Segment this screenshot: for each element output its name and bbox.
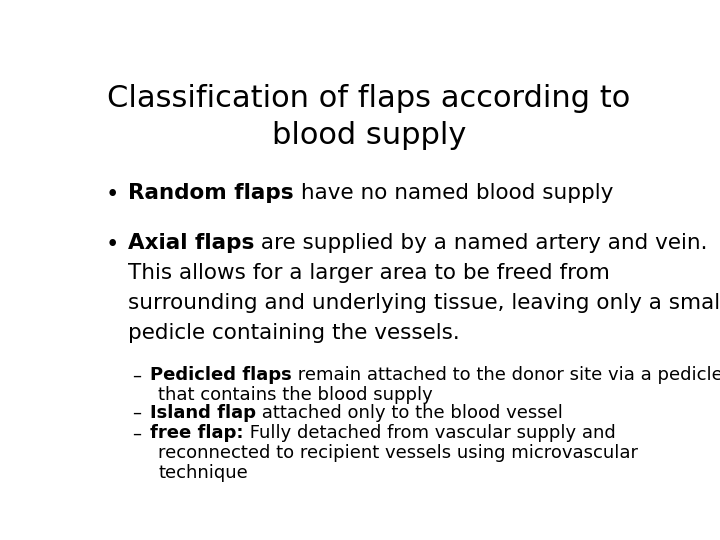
Text: Pedicled flaps: Pedicled flaps bbox=[150, 366, 292, 384]
Text: have no named blood supply: have no named blood supply bbox=[294, 183, 613, 203]
Text: Fully detached from vascular supply and: Fully detached from vascular supply and bbox=[244, 424, 616, 442]
Text: –: – bbox=[132, 404, 141, 422]
Text: surrounding and underlying tissue, leaving only a small: surrounding and underlying tissue, leavi… bbox=[128, 293, 720, 313]
Text: technique: technique bbox=[158, 464, 248, 482]
Text: reconnected to recipient vessels using microvascular: reconnected to recipient vessels using m… bbox=[158, 444, 638, 462]
Text: •: • bbox=[106, 233, 119, 256]
Text: free flap:: free flap: bbox=[150, 424, 244, 442]
Text: Classification of flaps according to
blood supply: Classification of flaps according to blo… bbox=[107, 84, 631, 150]
Text: pedicle containing the vessels.: pedicle containing the vessels. bbox=[128, 323, 459, 343]
Text: –: – bbox=[132, 366, 141, 384]
Text: remain attached to the donor site via a pedicle: remain attached to the donor site via a … bbox=[292, 366, 720, 384]
Text: This allows for a larger area to be freed from: This allows for a larger area to be free… bbox=[128, 263, 610, 283]
Text: Random flaps: Random flaps bbox=[128, 183, 294, 203]
Text: Axial flaps: Axial flaps bbox=[128, 233, 254, 253]
Text: Island flap: Island flap bbox=[150, 404, 256, 422]
Text: attached only to the blood vessel: attached only to the blood vessel bbox=[256, 404, 563, 422]
Text: –: – bbox=[132, 424, 141, 442]
Text: •: • bbox=[106, 183, 119, 206]
Text: are supplied by a named artery and vein.: are supplied by a named artery and vein. bbox=[254, 233, 708, 253]
Text: that contains the blood supply: that contains the blood supply bbox=[158, 386, 433, 404]
